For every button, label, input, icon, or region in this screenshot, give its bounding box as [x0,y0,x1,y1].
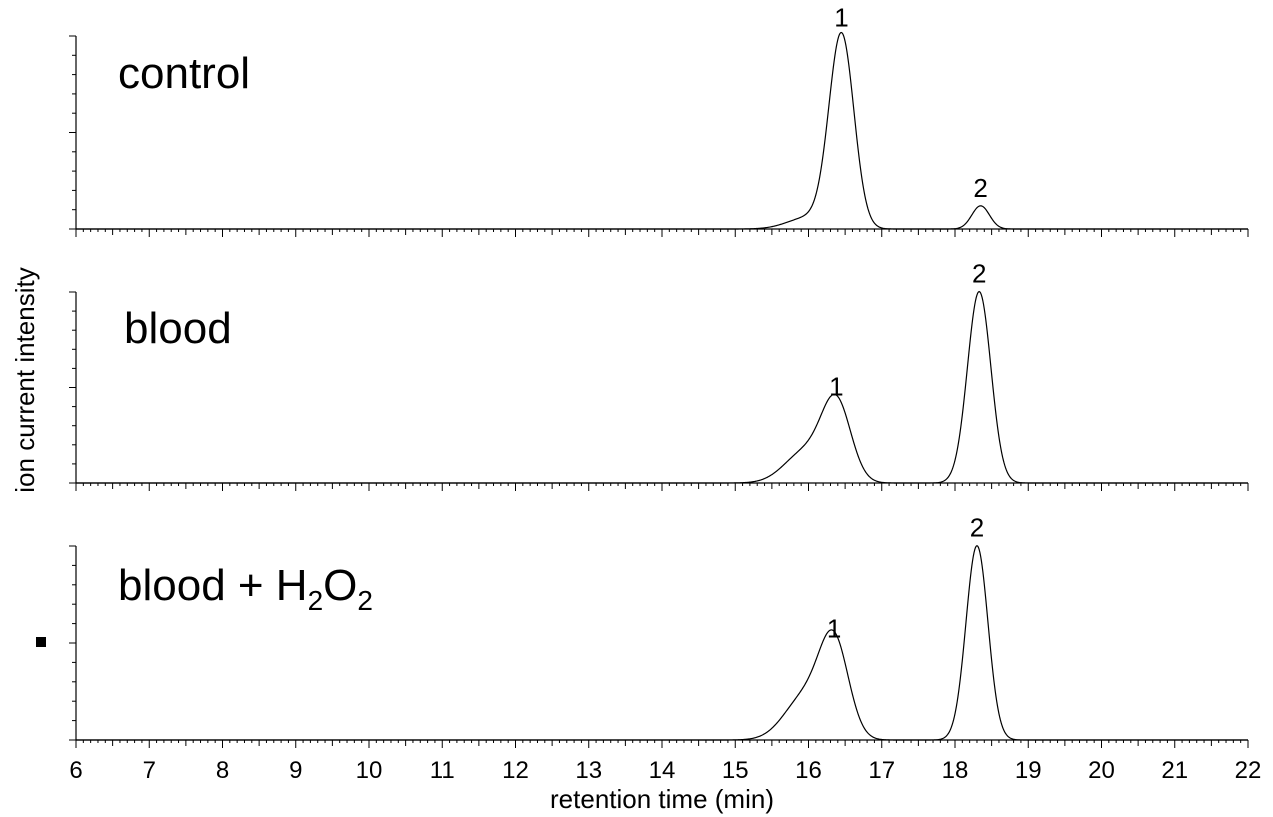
x-tick-label: 6 [69,757,82,784]
series-line [76,545,1248,741]
panel-label-part: 2 [308,585,324,616]
x-tick-label: 19 [1015,757,1042,784]
x-tick-label: 8 [216,757,229,784]
x-tick-label: 18 [942,757,969,784]
panel-1: 1 2 control [69,3,1249,237]
panel-label-part: 2 [357,585,373,616]
panel-label-part: O [323,561,357,610]
peak-label: 2 [973,173,987,203]
x-tick-labels: 6 7 8 9 10 11 12 13 14 15 16 17 18 19 20 21 22 [69,757,1261,784]
panel-label: blood + H2O2 [118,561,373,616]
series-line [76,290,1248,484]
x-tick-label: 16 [795,757,822,784]
x-tick-label: 20 [1088,757,1115,784]
x-tick-label: 14 [649,757,676,784]
series-line [76,31,1248,230]
x-tick-label: 17 [868,757,895,784]
peak-label: 1 [829,372,843,402]
x-tick-label: 10 [356,757,383,784]
peak-label: 2 [972,259,986,289]
legend-marker [36,637,46,647]
panel-label-part: blood + H [118,561,308,610]
peak-label: 2 [970,513,984,543]
x-tick-label: 7 [143,757,156,784]
y-axis-title: ion current intensity [10,267,40,492]
panel-label: blood [124,304,232,353]
x-tick-label: 9 [289,757,302,784]
panel-label: control [118,49,250,98]
x-tick-label: 11 [430,757,455,784]
x-tick-label: 13 [575,757,602,784]
x-tick-label: 22 [1235,757,1262,784]
peak-label: 1 [834,3,848,33]
x-axis-title: retention time (min) [550,784,774,814]
peak-label: 1 [827,614,841,644]
x-tick-label: 15 [722,757,749,784]
panel-2: 1 2 blood [69,259,1249,491]
x-tick-label: 12 [502,757,529,784]
x-tick-label: 21 [1161,757,1188,784]
